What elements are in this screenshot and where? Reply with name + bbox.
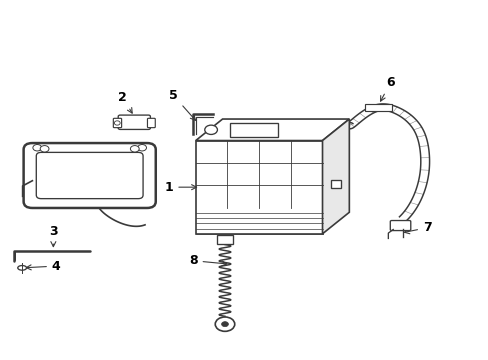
Text: 4: 4 <box>26 260 61 273</box>
Text: 3: 3 <box>49 225 58 247</box>
Circle shape <box>33 144 41 151</box>
Circle shape <box>221 321 228 327</box>
FancyBboxPatch shape <box>36 152 143 199</box>
FancyBboxPatch shape <box>118 115 150 130</box>
Circle shape <box>130 145 139 152</box>
Text: 2: 2 <box>118 91 132 113</box>
Text: 8: 8 <box>188 254 226 267</box>
Text: 6: 6 <box>380 76 394 101</box>
Circle shape <box>114 121 120 125</box>
Polygon shape <box>322 119 348 234</box>
Text: 7: 7 <box>404 221 431 234</box>
Ellipse shape <box>18 266 26 270</box>
Polygon shape <box>195 119 348 140</box>
FancyBboxPatch shape <box>217 235 232 244</box>
Circle shape <box>40 145 49 152</box>
Bar <box>330 180 341 188</box>
FancyBboxPatch shape <box>365 104 391 111</box>
Text: 5: 5 <box>169 89 195 120</box>
Bar <box>195 140 322 234</box>
Bar <box>229 123 278 137</box>
Circle shape <box>138 144 146 151</box>
Text: 1: 1 <box>164 181 196 194</box>
FancyBboxPatch shape <box>113 118 122 128</box>
FancyBboxPatch shape <box>147 118 155 128</box>
Circle shape <box>204 125 217 134</box>
FancyBboxPatch shape <box>389 221 410 230</box>
Circle shape <box>215 317 234 331</box>
FancyBboxPatch shape <box>23 143 156 208</box>
